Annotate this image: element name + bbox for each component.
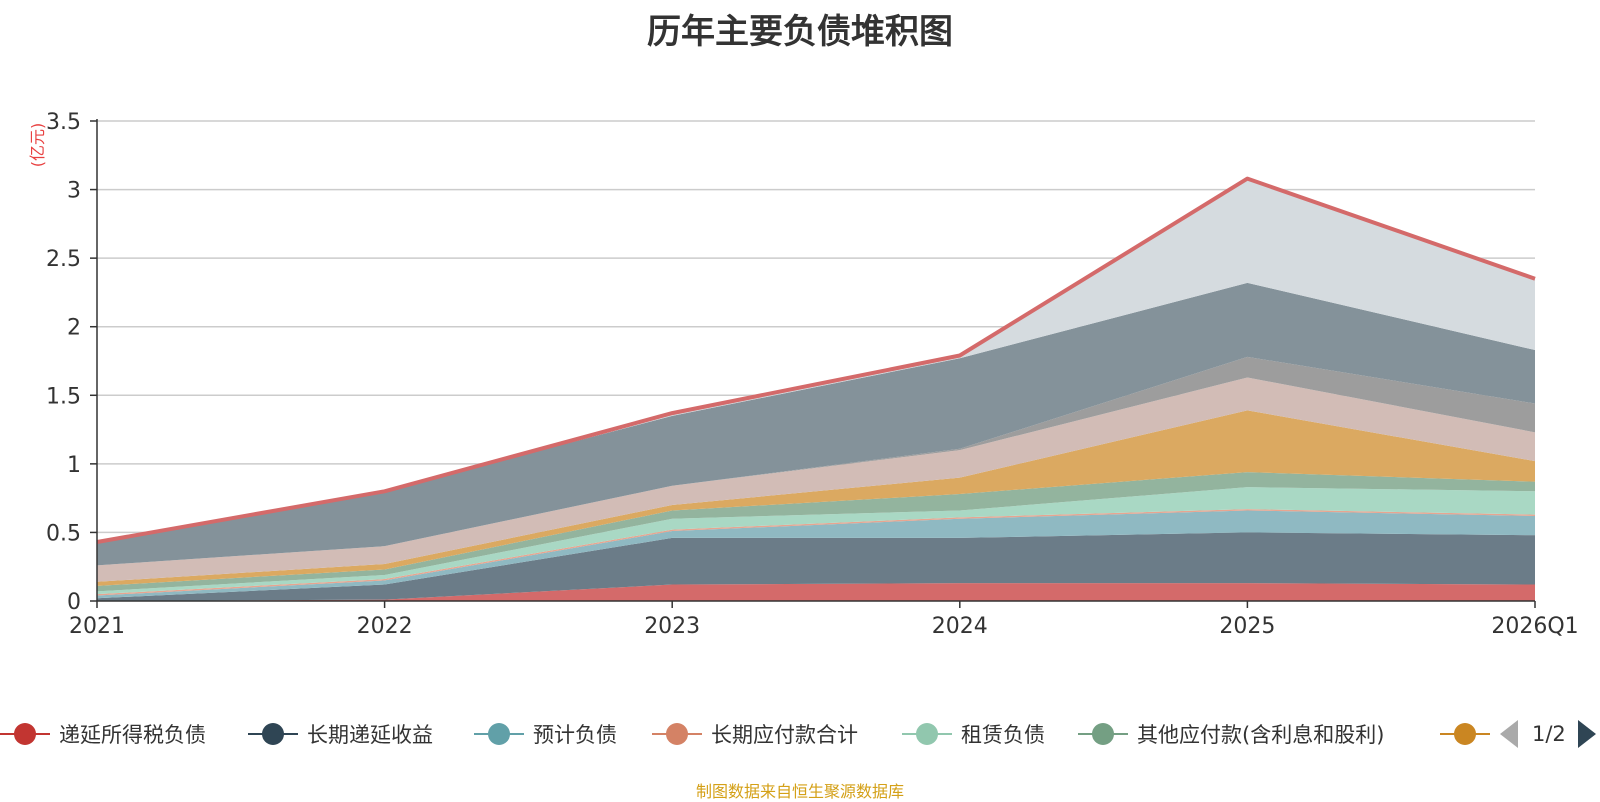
legend-next-arrow-icon[interactable] [1577, 720, 1596, 748]
area-series-预计负债 [97, 510, 1535, 599]
legend-item[interactable] [1440, 716, 1499, 752]
legend-label: 租赁负债 [961, 723, 1045, 747]
legend-marker-icon [474, 716, 524, 752]
legend-label: 长期应付款合计 [711, 723, 858, 747]
y-tick-label: 2 [67, 316, 81, 341]
legend-label: 长期递延收益 [307, 723, 433, 747]
chart-area: 0 0.5 1 1.5 2 2.5 3 3.5 2021 2022 2023 2024 2025 2026… [46, 110, 1579, 639]
legend-item[interactable]: 其他应付款(含利息和股利) [1078, 716, 1384, 752]
source-note: 制图数据来自恒生聚源数据库 [695, 782, 904, 801]
legend-marker-icon [1078, 716, 1128, 752]
chart-title: 历年主要负债堆积图 [647, 12, 953, 52]
legend-page-indicator: 1/2 [1532, 722, 1566, 746]
y-tick-label: 3 [67, 179, 81, 204]
x-tick-label: 2024 [932, 614, 988, 639]
area-series-其他应付款(含利息和股利) [97, 472, 1535, 592]
legend: 递延所得税负债 长期递延收益 预计负债 长期应付款合计 租赁负债 其他应付款(含利息和股利… [0, 716, 1600, 752]
x-tick-label: 2025 [1219, 614, 1275, 639]
legend-item[interactable]: 租赁负债 [902, 716, 1045, 752]
y-tick-label: 1 [67, 453, 81, 478]
legend-item[interactable]: 预计负债 [474, 716, 617, 752]
y-tick-label: 1.5 [46, 384, 81, 409]
area-series-递延所得税负债 [97, 583, 1535, 601]
legend-marker-icon [0, 716, 50, 752]
legend-label: 递延所得税负债 [59, 723, 206, 747]
x-tick-label: 2026Q1 [1491, 614, 1578, 639]
x-tick-label: 2022 [357, 614, 413, 639]
legend-marker-icon [248, 716, 298, 752]
legend-item[interactable]: 长期应付款合计 [652, 716, 858, 752]
area-series-长期应付款合计 [97, 509, 1535, 596]
area-series-应交税费 [97, 282, 1535, 566]
legend-label: 其他应付款(含利息和股利) [1137, 723, 1385, 747]
legend-item[interactable]: 长期递延收益 [248, 716, 433, 752]
area-series-租赁负债 [97, 487, 1535, 595]
x-tick-label: 2021 [69, 614, 125, 639]
y-tick-label: 3.5 [46, 110, 81, 135]
area-series-应付票据及应付账款 [97, 410, 1535, 586]
legend-item[interactable]: 递延所得税负债 [0, 716, 206, 752]
legend-label: 预计负债 [533, 723, 617, 747]
legend-pager: 1/2 [1500, 716, 1596, 752]
legend-marker-icon [1440, 716, 1490, 752]
legend-marker-icon [652, 716, 702, 752]
area-series-长期递延收益 [97, 532, 1535, 601]
y-tick-label: 2.5 [46, 247, 81, 272]
y-tick-label: 0.5 [46, 521, 81, 546]
area-series-合同负债 [97, 377, 1535, 582]
area-series-短期借款 [97, 177, 1535, 543]
line-series-负债合计 [96, 176, 1536, 544]
legend-marker-icon [902, 716, 952, 752]
legend-prev-arrow-icon[interactable] [1500, 720, 1518, 748]
x-tick-label: 2023 [644, 614, 700, 639]
y-tick-label: 0 [67, 590, 81, 615]
